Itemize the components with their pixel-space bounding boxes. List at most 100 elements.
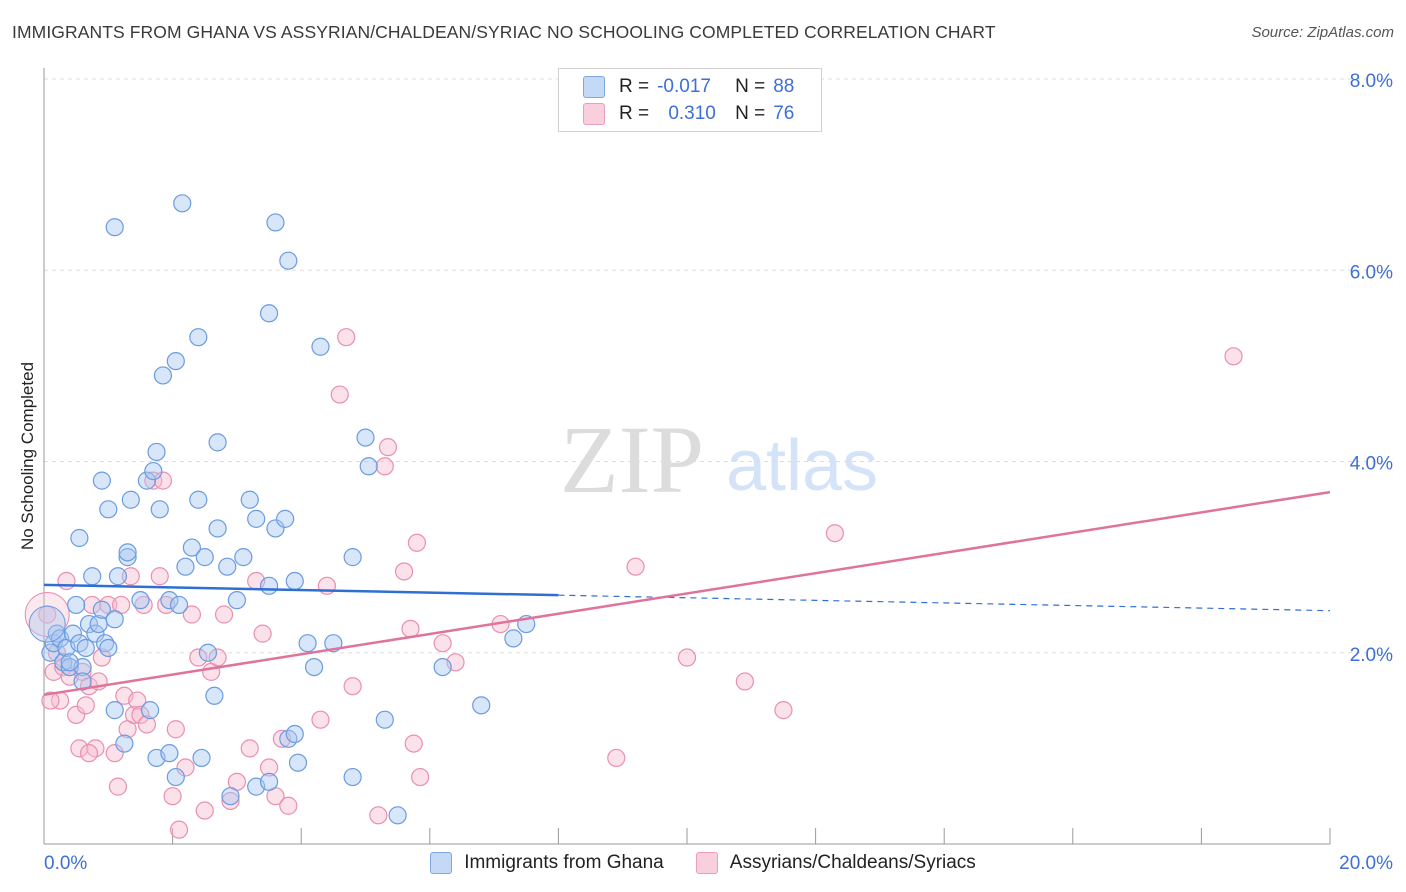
point-ghana xyxy=(304,657,324,677)
point-ghana xyxy=(105,701,124,720)
axes xyxy=(43,68,1331,845)
point-ghana xyxy=(218,557,237,576)
point-assyrians xyxy=(626,557,645,576)
point-ghana xyxy=(189,490,208,509)
legend-n-value: 88 xyxy=(773,76,795,97)
point-ghana xyxy=(92,600,111,619)
point-assyrians xyxy=(394,562,414,581)
series-swatch-pink xyxy=(695,852,718,874)
chart-title: IMMIGRANTS FROM GHANA VS ASSYRIAN/CHALDE… xyxy=(12,22,996,42)
tick-labels: 2.0% 4.0% 6.0% 8.0% 0.0% 20.0% xyxy=(44,71,1393,874)
point-assyrians xyxy=(214,605,234,624)
point-assyrians xyxy=(67,705,86,725)
point-assyrians xyxy=(166,720,185,739)
point-assyrians xyxy=(259,758,279,777)
point-ghana xyxy=(60,657,79,677)
point-ghana xyxy=(92,471,111,490)
series-legend: Immigrants from Ghana Assyrians/Chaldean… xyxy=(0,852,1406,874)
series-label-ghana: Immigrants from Ghana xyxy=(464,852,664,873)
point-ghana xyxy=(276,509,295,528)
point-assyrians xyxy=(150,567,169,586)
point-ghana xyxy=(105,218,124,237)
point-ghana xyxy=(359,457,378,476)
point-assyrians xyxy=(163,787,182,806)
point-ghana xyxy=(28,605,66,643)
point-assyrians xyxy=(208,648,227,667)
point-assyrians xyxy=(369,806,388,825)
point-ghana xyxy=(105,610,124,629)
watermark-atlas: atlas xyxy=(726,426,878,506)
point-ghana xyxy=(234,548,253,567)
y-tick-label: 8.0% xyxy=(1350,71,1393,92)
point-ghana xyxy=(166,767,185,787)
point-assyrians xyxy=(57,571,76,591)
point-assyrians xyxy=(108,777,128,796)
point-assyrians xyxy=(128,691,147,710)
legend-n-label: N = xyxy=(735,76,766,97)
point-ghana xyxy=(288,753,308,772)
point-ghana xyxy=(99,500,118,519)
point-assyrians xyxy=(677,648,697,667)
point-ghana xyxy=(259,304,279,323)
y-tick-label: 2.0% xyxy=(1350,645,1393,666)
point-assyrians xyxy=(76,696,95,715)
point-ghana xyxy=(285,571,304,591)
trend-line-ghana-extrapolated xyxy=(558,594,1331,612)
point-assyrians xyxy=(330,385,349,404)
legend-swatch-blue xyxy=(583,76,605,98)
point-assyrians xyxy=(70,739,89,758)
point-ghana xyxy=(153,366,173,385)
point-ghana xyxy=(247,509,266,528)
trend-line-ghana xyxy=(43,583,559,597)
correlation-legend: R = -0.017 N = 88 R = 0.310 N = 76 xyxy=(558,68,822,132)
point-assyrians xyxy=(221,791,240,811)
point-ghana xyxy=(121,490,140,509)
point-ghana xyxy=(182,538,201,557)
point-ghana xyxy=(147,442,166,462)
point-ghana xyxy=(259,576,279,595)
point-ghana xyxy=(76,638,95,658)
point-assyrians xyxy=(105,744,124,763)
point-ghana xyxy=(150,500,169,519)
point-assyrians xyxy=(121,567,140,586)
point-ghana xyxy=(343,767,362,787)
point-ghana xyxy=(176,557,195,576)
point-assyrians xyxy=(189,648,208,667)
point-assyrians xyxy=(131,705,150,725)
legend-row-ghana: R = -0.017 N = 88 xyxy=(583,75,794,99)
legend-n-label: N = xyxy=(735,103,766,124)
point-assyrians xyxy=(401,619,420,638)
point-ghana xyxy=(137,471,156,490)
point-assyrians xyxy=(337,328,356,347)
point-assyrians xyxy=(92,648,111,667)
point-assyrians xyxy=(137,715,156,734)
source-label: Source: ZipAtlas.com xyxy=(1251,24,1394,41)
point-ghana xyxy=(192,748,211,768)
point-ghana xyxy=(160,744,179,763)
point-assyrians xyxy=(83,595,102,615)
legend-r-value: 0.310 xyxy=(668,103,716,124)
point-ghana xyxy=(240,490,259,509)
point-ghana xyxy=(67,595,86,615)
point-assyrians xyxy=(253,624,272,643)
point-ghana xyxy=(140,701,160,720)
point-ghana xyxy=(375,710,394,729)
point-ghana xyxy=(118,548,137,567)
point-ghana xyxy=(169,595,189,615)
point-ghana xyxy=(189,328,208,347)
point-assyrians xyxy=(144,471,163,490)
point-ghana xyxy=(285,724,304,744)
point-assyrians xyxy=(343,677,362,696)
point-ghana xyxy=(221,787,240,806)
point-ghana xyxy=(343,548,362,567)
x-tick-label: 20.0% xyxy=(1339,853,1393,874)
point-assyrians xyxy=(311,710,330,729)
point-assyrians xyxy=(182,605,201,624)
y-tick-label: 6.0% xyxy=(1350,262,1393,283)
point-assyrians xyxy=(79,744,99,763)
point-ghana xyxy=(79,614,99,634)
point-ghana xyxy=(83,567,102,586)
point-ghana xyxy=(160,591,179,610)
point-ghana xyxy=(279,251,298,270)
